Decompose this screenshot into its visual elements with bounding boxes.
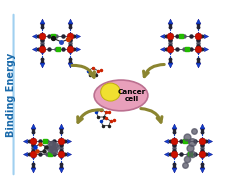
Text: Cancer
cell: Cancer cell [118,89,146,102]
Ellipse shape [101,83,120,101]
FancyArrowPatch shape [144,64,164,77]
Ellipse shape [94,80,148,111]
FancyArrowPatch shape [141,108,162,122]
FancyArrowPatch shape [72,65,94,77]
Text: Binding Energy: Binding Energy [6,52,16,137]
FancyArrowPatch shape [78,110,102,122]
